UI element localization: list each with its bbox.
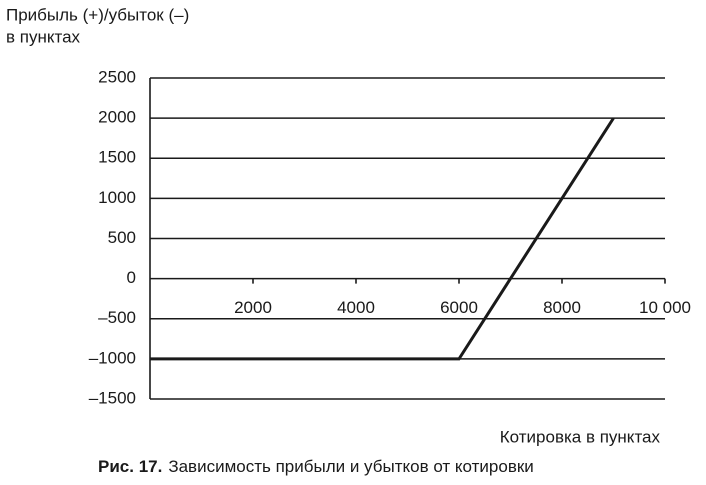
caption-number: Рис. 17.: [98, 457, 162, 476]
y-tick-label: 0: [127, 268, 136, 287]
x-axis-label: Котировка в пунктах: [500, 427, 661, 446]
y-axis-label: в пунктах: [6, 27, 81, 46]
caption-text: Зависимость прибыли и убытков от котиров…: [168, 457, 533, 476]
y-tick-label: 2000: [98, 108, 136, 127]
y-tick-label: 500: [108, 228, 136, 247]
x-tick-label: 8000: [543, 298, 581, 317]
caption: Рис. 17. Зависимость прибыли и убытков от…: [98, 457, 534, 476]
y-tick-label: –1000: [89, 348, 136, 367]
x-tick-label: 2000: [234, 298, 272, 317]
y-tick-label: 1500: [98, 148, 136, 167]
y-axis-label: Прибыль (+)/убыток (–): [6, 5, 189, 24]
x-tick-label: 10 000: [639, 298, 691, 317]
y-tick-label: 2500: [98, 67, 136, 86]
x-tick-label: 4000: [337, 298, 375, 317]
y-tick-label: 1000: [98, 188, 136, 207]
y-tick-label: –500: [98, 308, 136, 327]
x-tick-label: 6000: [440, 298, 478, 317]
y-tick-label: –1500: [89, 388, 136, 407]
line: [150, 117, 615, 361]
